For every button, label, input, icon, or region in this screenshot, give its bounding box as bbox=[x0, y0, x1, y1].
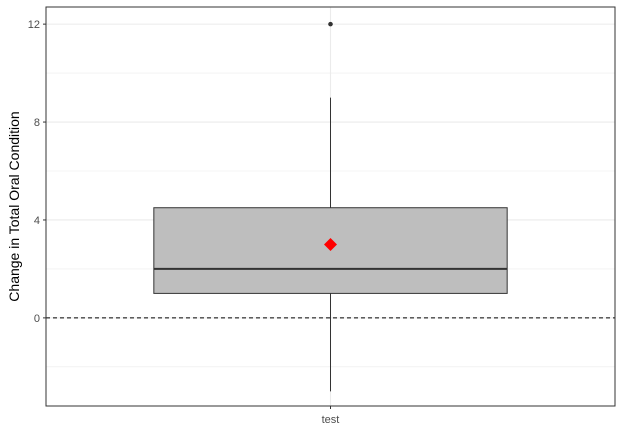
y-tick-label: 4 bbox=[34, 215, 40, 227]
y-axis: 0 4 8 12 bbox=[28, 19, 46, 325]
x-tick-label: test bbox=[322, 414, 340, 426]
y-axis-title: Change in Total Oral Condition bbox=[6, 111, 22, 301]
outlier-point bbox=[328, 21, 333, 27]
x-axis: test bbox=[322, 406, 340, 426]
y-tick-label: 0 bbox=[34, 313, 40, 325]
box-test bbox=[153, 21, 508, 392]
y-tick-label: 8 bbox=[34, 117, 40, 129]
y-tick-label: 12 bbox=[28, 19, 40, 31]
boxes-group bbox=[153, 21, 508, 392]
mean-marker bbox=[324, 237, 337, 251]
